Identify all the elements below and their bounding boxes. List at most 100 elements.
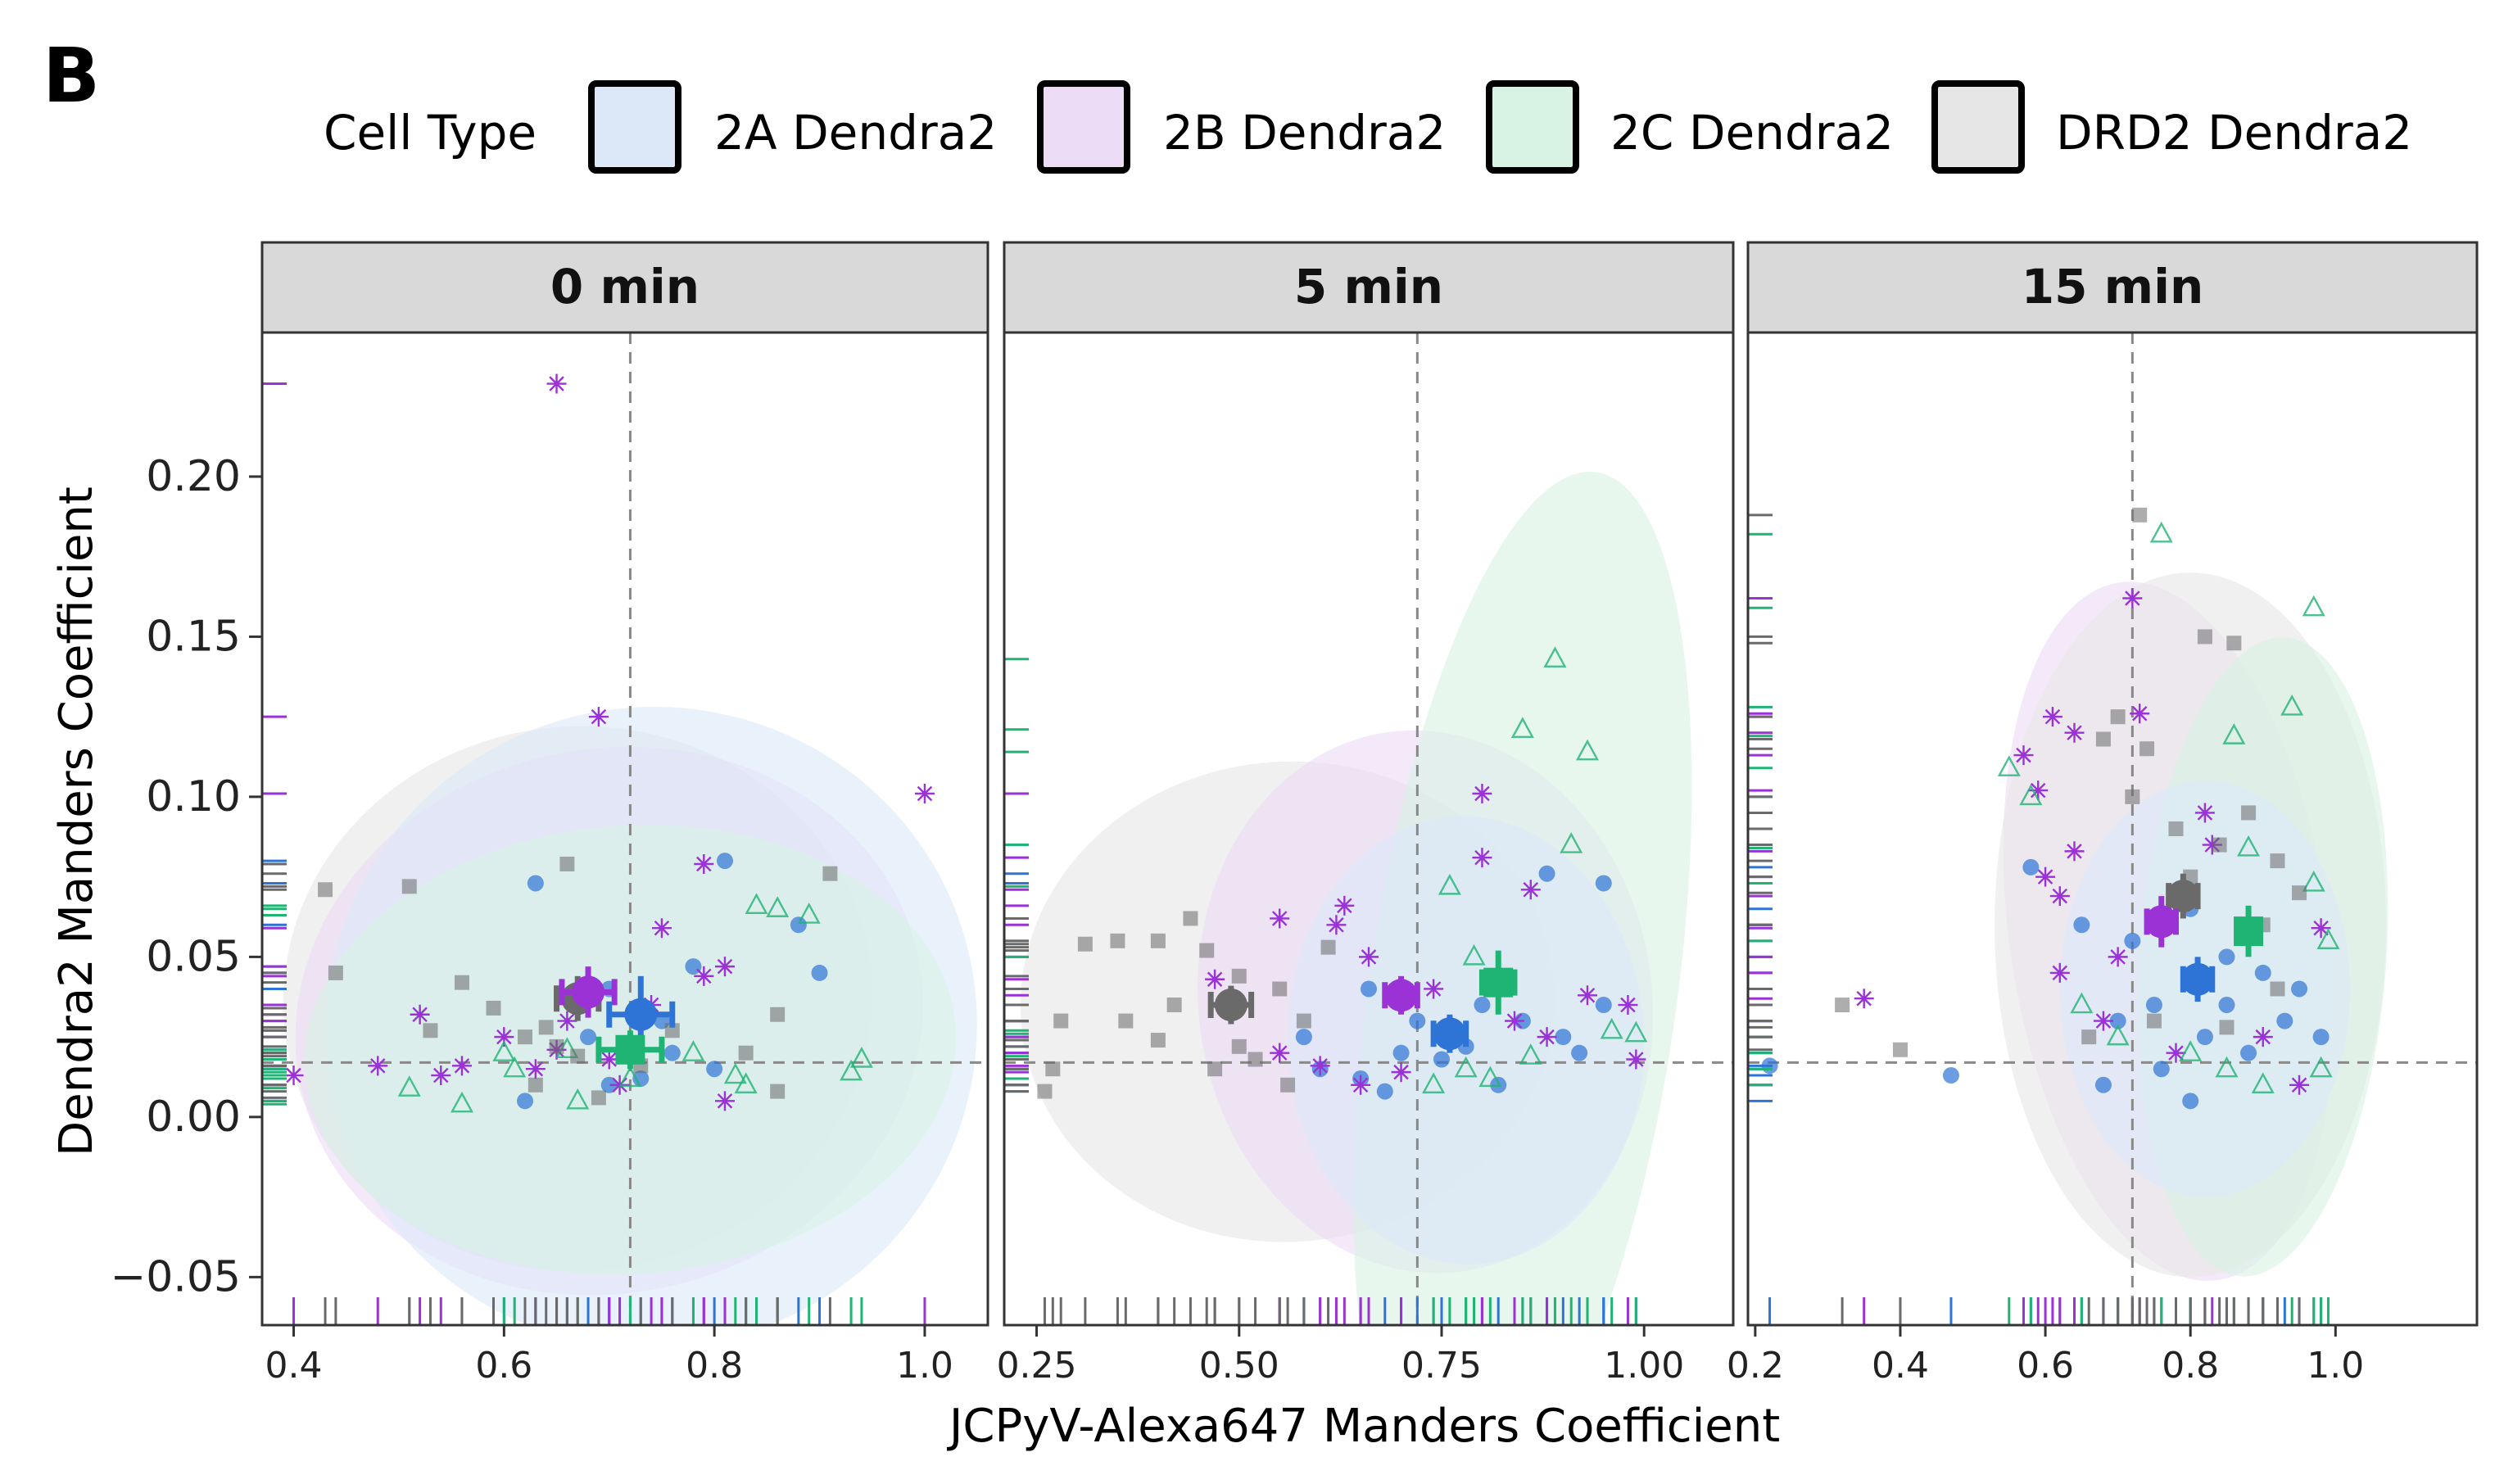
point-2a [527,875,544,892]
point-2b [1537,1027,1557,1047]
point-2b [1626,1049,1646,1070]
point-2b [2108,947,2128,967]
point-2b [2166,1043,2186,1063]
point-2b [431,1065,451,1086]
point-drd2 [1150,1033,1166,1048]
point-2b [557,1011,577,1031]
point-2c [1438,873,1461,895]
point-2a [706,1061,723,1078]
point-2b [283,1065,304,1086]
point-drd2 [570,1048,586,1064]
x-tick-label: 0.4 [1872,1345,1929,1387]
point-2a [663,1044,681,1061]
point-2c [2149,521,2173,543]
point-2b [2093,1011,2113,1031]
point-drd2 [2270,981,2285,997]
point-drd2 [1272,981,1288,997]
point-2a [1942,1067,1959,1084]
point-2b [2013,745,2034,766]
point-2b [410,1004,430,1025]
point-2c [1454,1056,1478,1078]
point-drd2 [1045,1061,1061,1077]
point-2c [1462,943,1486,966]
point-2c [2302,595,2325,617]
point-drd2 [1199,943,1215,958]
point-2b [451,1056,472,1076]
point-2c [2070,992,2094,1014]
point-2a [2196,1029,2213,1046]
point-drd2 [591,1090,606,1106]
x-tick-label: 0.6 [2017,1345,2074,1387]
x-tick-label: 0.4 [265,1345,323,1387]
point-drd2 [559,857,575,872]
point-2c [2106,1024,2130,1046]
point-2c [492,1040,516,1061]
point-2b [2311,918,2331,939]
point-drd2 [549,1038,564,1054]
point-2a [2094,1076,2112,1093]
point-2c [397,1075,421,1097]
point-2a [1474,997,1491,1014]
point-drd2 [1118,1013,1134,1029]
point-2c [2237,835,2261,857]
point-2a [517,1093,534,1110]
point-drd2 [1207,1061,1223,1077]
point-drd2 [2212,837,2227,853]
point-2b [1424,979,1444,999]
legend-label-2b: 2B Dendra2 [1163,105,1446,161]
point-2a [1392,1044,1410,1061]
x-tick-label: 1.0 [2307,1345,2364,1387]
point-2b [1472,848,1492,868]
y-tick-label: 0.10 [146,772,241,821]
facet-strip [1746,241,2479,334]
point-2a [2312,1029,2330,1046]
point-2a [1595,875,1612,892]
point-2c [2309,1056,2333,1078]
point-2b [1310,1056,1330,1076]
point-drd2 [423,1023,438,1038]
facet-title: 5 min [1294,259,1443,314]
point-2b [2289,1075,2310,1095]
point-drd2 [2125,789,2140,804]
legend-title: Cell Type [324,105,537,161]
point-2c [2222,723,2246,744]
point-drd2 [1231,1038,1247,1054]
plot-content [262,333,988,1325]
point-2b [1351,1075,1371,1095]
point-2a [790,916,807,934]
x-tick-label: 0.2 [1727,1345,1784,1387]
point-2b [914,783,935,803]
point-2a [1538,865,1555,882]
legend-label-2a: 2A Dendra2 [714,105,997,161]
point-2a [2182,1093,2199,1110]
point-2b [2253,1027,2273,1047]
point-2b [1391,1062,1411,1083]
point-drd2 [2270,853,2285,869]
point-2c [1478,1065,1502,1088]
point-2c [681,1040,705,1061]
point-2b [609,1075,630,1095]
point-drd2 [318,882,333,898]
point-drd2 [2226,636,2242,651]
point-drd2 [2095,731,2111,747]
point-2b [1618,995,1638,1016]
mean-point-drd2 [2167,880,2200,913]
point-2b [1505,1011,1524,1031]
y-axis: −0.05 0.00 0.05 0.10 0.15 0.20 [111,452,262,1301]
point-drd2 [1150,933,1166,948]
point-2a [1409,1012,1426,1029]
mean-point-drd2 [1214,989,1247,1022]
point-drd2 [1110,933,1125,948]
y-tick-label: −0.05 [111,1252,241,1301]
point-drd2 [2219,1020,2235,1035]
panel-0: 0 min 0.4 0.6 0.8 1.0 [260,241,989,1387]
point-2c [2280,694,2304,716]
point-drd2 [770,1084,786,1099]
point-drd2 [2241,805,2257,821]
point-2b [2064,722,2085,743]
mean-point-2c [615,1034,645,1065]
legend-label-drd2: DRD2 Dendra2 [2056,105,2412,161]
point-2a [580,1029,597,1046]
point-2a [2240,1044,2257,1061]
y-axis-label: Dendra2 Manders Coefficient [50,486,103,1156]
